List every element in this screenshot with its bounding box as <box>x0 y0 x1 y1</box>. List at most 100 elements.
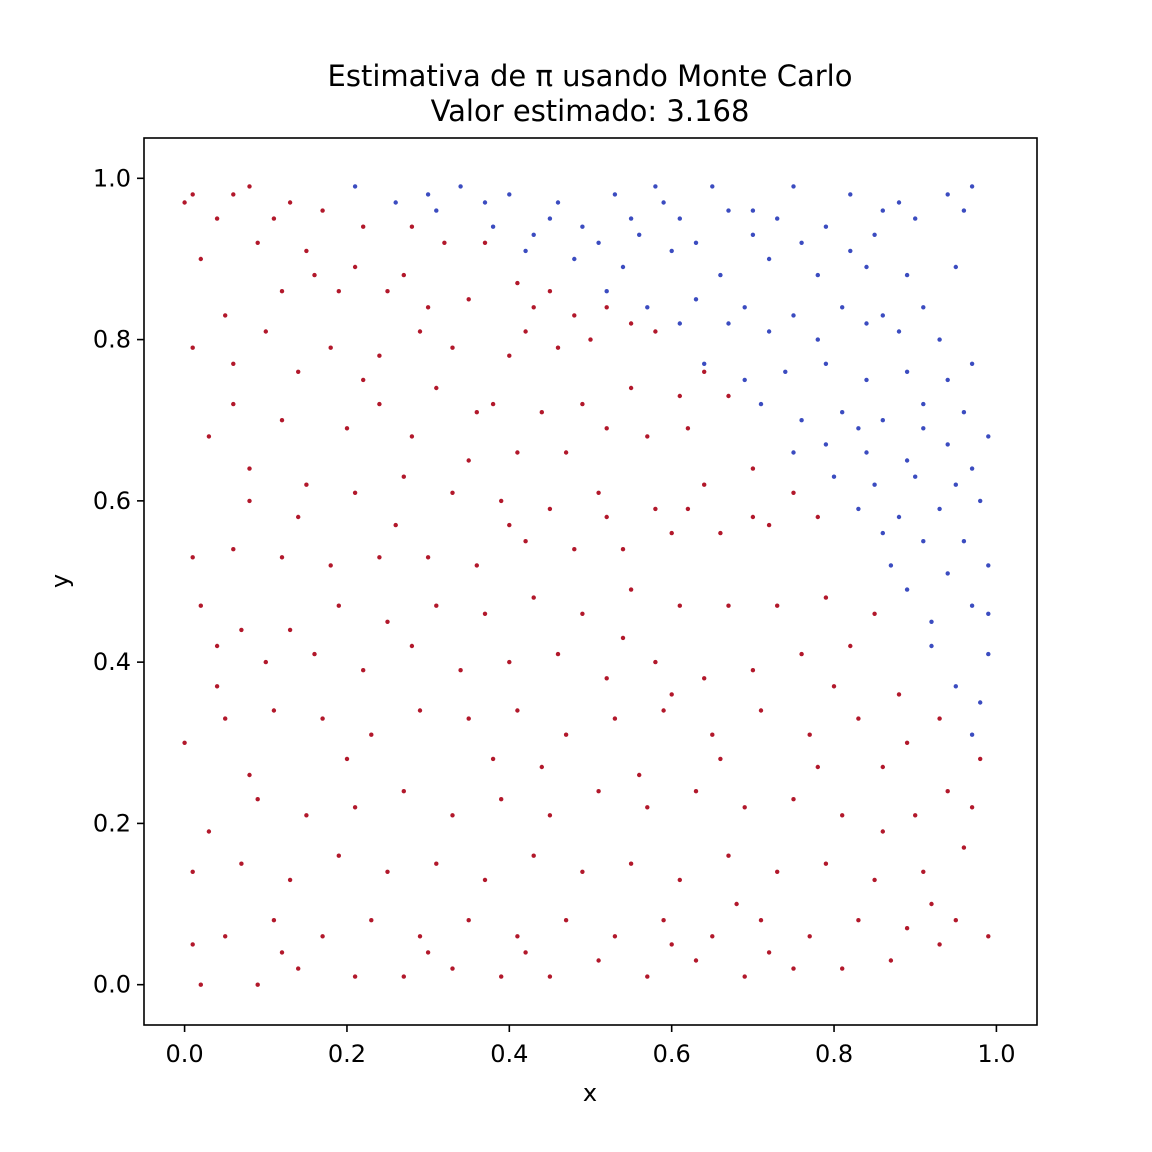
data-point-series-1-211 <box>247 772 252 778</box>
data-point-series-2-56 <box>783 369 788 374</box>
data-point-series-1-33 <box>417 329 423 334</box>
data-point-series-1-195 <box>791 966 796 971</box>
data-point-series-1-141 <box>596 789 601 794</box>
data-point-series-2-65 <box>986 434 991 439</box>
data-point-series-1-106 <box>604 676 609 681</box>
data-point-series-2-19 <box>726 208 731 213</box>
data-point-series-2-2 <box>458 184 463 189</box>
data-point-series-2-72 <box>872 482 877 487</box>
data-point-series-1-158 <box>580 869 585 874</box>
data-point-series-2-21 <box>628 216 634 221</box>
data-point-series-1-182 <box>190 942 195 947</box>
data-point-series-1-217 <box>685 506 691 512</box>
data-point-series-1-166 <box>953 918 958 923</box>
chart-title: Estimativa de π usando Monte Carlo <box>328 59 853 93</box>
data-point-series-2-96 <box>856 426 861 431</box>
data-point-series-1-78 <box>523 539 528 544</box>
data-point-series-1-17 <box>336 289 341 294</box>
data-point-series-2-11 <box>896 200 902 205</box>
data-point-series-2-17 <box>823 224 829 229</box>
data-point-series-2-106 <box>393 200 398 205</box>
data-point-series-2-87 <box>986 651 991 657</box>
data-point-series-1-104 <box>702 676 707 681</box>
data-point-series-1-218 <box>750 514 756 520</box>
data-point-series-1-98 <box>775 603 780 608</box>
data-point-series-1-153 <box>336 853 341 858</box>
data-point-series-1-146 <box>352 805 358 810</box>
data-point-series-2-12 <box>945 192 950 197</box>
data-point-series-2-48 <box>864 321 869 326</box>
data-point-series-1-187 <box>401 974 406 979</box>
data-point-series-1-64 <box>401 474 406 479</box>
data-point-series-1-36 <box>263 329 268 334</box>
data-point-series-2-8 <box>750 208 756 213</box>
data-point-series-1-82 <box>328 563 333 568</box>
y-tick-label: 0.0 <box>93 971 131 999</box>
data-point-series-1-18 <box>385 289 390 294</box>
data-point-series-1-174 <box>563 918 569 923</box>
data-point-series-1-147 <box>304 813 309 818</box>
data-point-series-1-86 <box>198 603 203 608</box>
data-point-series-1-229 <box>978 756 983 762</box>
data-point-series-2-27 <box>572 256 577 262</box>
data-point-series-1-120 <box>417 708 423 713</box>
data-point-series-2-93 <box>888 563 894 568</box>
data-point-series-1-23 <box>547 289 553 294</box>
data-point-series-2-77 <box>896 514 902 520</box>
data-point-series-1-124 <box>612 716 618 721</box>
data-point-series-1-135 <box>880 829 885 834</box>
data-point-series-1-62 <box>304 482 309 487</box>
data-point-series-2-75 <box>978 498 983 504</box>
data-point-series-1-234 <box>831 684 837 689</box>
data-point-series-1-45 <box>580 401 585 407</box>
data-point-series-1-139 <box>693 789 699 794</box>
data-point-series-1-11 <box>255 240 260 245</box>
data-point-series-1-53 <box>563 450 569 455</box>
data-point-series-2-91 <box>929 643 934 649</box>
data-point-series-1-7 <box>214 216 220 221</box>
data-point-series-1-140 <box>645 805 650 810</box>
data-point-series-2-52 <box>945 377 950 383</box>
data-point-series-1-156 <box>482 877 488 883</box>
data-point-series-1-13 <box>352 264 358 270</box>
data-point-series-1-50 <box>685 426 691 431</box>
data-point-series-1-210 <box>344 756 350 762</box>
data-point-series-2-51 <box>969 361 975 366</box>
data-point-series-2-94 <box>921 426 926 431</box>
data-point-series-1-231 <box>669 692 674 697</box>
data-point-series-1-193 <box>693 958 699 963</box>
data-point-series-1-199 <box>937 942 942 947</box>
data-point-series-2-63 <box>921 401 926 407</box>
data-point-series-1-81 <box>377 555 382 560</box>
data-point-series-1-2 <box>190 192 195 197</box>
x-axis-ticks: 0.0 0.2 0.4 0.6 0.8 1.0 <box>166 1025 1015 1068</box>
data-point-series-1-15 <box>198 256 203 262</box>
data-point-series-1-209 <box>539 764 544 770</box>
data-point-series-1-6 <box>320 208 325 213</box>
data-point-series-1-179 <box>320 934 325 939</box>
data-point-series-1-93 <box>531 595 536 600</box>
data-point-series-2-97 <box>693 240 699 245</box>
data-point-series-1-31 <box>507 353 512 358</box>
data-point-series-2-76 <box>937 506 942 512</box>
data-point-series-1-19 <box>442 240 447 245</box>
data-point-series-2-89 <box>978 700 983 705</box>
data-point-series-2-40 <box>742 305 747 310</box>
data-point-series-1-60 <box>206 434 212 439</box>
data-point-series-1-71 <box>750 466 756 471</box>
data-point-series-2-23 <box>531 232 536 237</box>
data-point-series-2-99 <box>799 240 804 245</box>
data-point-series-2-18 <box>775 216 780 221</box>
data-point-series-2-80 <box>921 539 926 544</box>
data-point-series-1-194 <box>742 974 747 979</box>
data-point-series-2-59 <box>758 401 764 407</box>
data-point-series-1-130 <box>904 740 910 745</box>
data-point-series-1-149 <box>206 829 212 834</box>
data-point-series-2-15 <box>913 216 918 221</box>
data-point-series-1-72 <box>791 490 796 495</box>
data-point-series-2-50 <box>937 337 942 342</box>
data-point-series-1-133 <box>945 789 950 794</box>
data-point-series-1-74 <box>718 530 723 536</box>
data-point-series-2-39 <box>791 313 796 318</box>
